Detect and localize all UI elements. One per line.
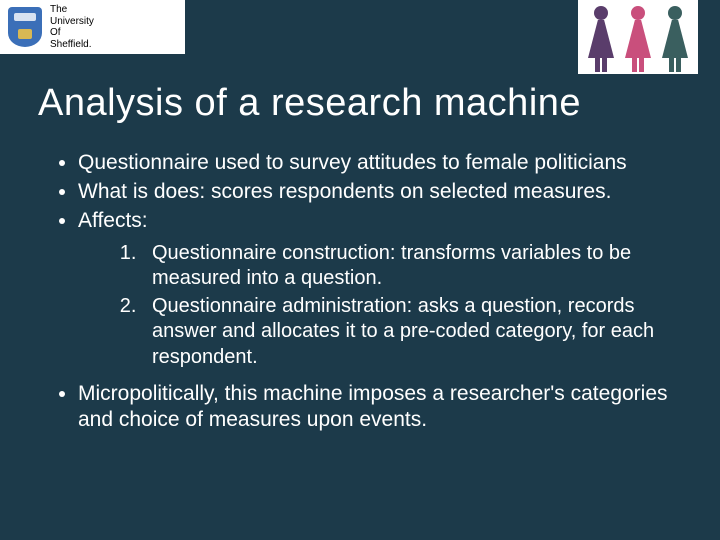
crest-icon bbox=[8, 7, 42, 47]
bullet-list-2: Micropolitically, this machine imposes a… bbox=[50, 381, 680, 435]
figure-icon bbox=[621, 4, 656, 72]
university-logo: The University Of Sheffield. bbox=[0, 0, 185, 54]
bullet-item: What is does: scores respondents on sele… bbox=[78, 179, 680, 206]
numbered-item: Questionnaire construction: transforms v… bbox=[142, 241, 680, 292]
logo-line-3: Of bbox=[50, 27, 94, 39]
logo-line-4: Sheffield. bbox=[50, 39, 94, 51]
figure-icon bbox=[658, 4, 693, 72]
bullet-item: Micropolitically, this machine imposes a… bbox=[78, 381, 680, 435]
bullet-item: Questionnaire used to survey attitudes t… bbox=[78, 150, 680, 177]
slide-content: Questionnaire used to survey attitudes t… bbox=[50, 150, 680, 436]
figure-icon bbox=[584, 4, 619, 72]
slide-title: Analysis of a research machine bbox=[38, 82, 581, 125]
bullet-list: Questionnaire used to survey attitudes t… bbox=[50, 150, 680, 235]
logo-line-2: University bbox=[50, 16, 94, 28]
numbered-list: Questionnaire construction: transforms v… bbox=[84, 241, 680, 371]
people-graphic bbox=[578, 0, 698, 74]
bullet-item: Affects: bbox=[78, 208, 680, 235]
numbered-item: Questionnaire administration: asks a que… bbox=[142, 294, 680, 371]
logo-line-1: The bbox=[50, 4, 94, 16]
logo-text: The University Of Sheffield. bbox=[50, 4, 94, 50]
header-bar: The University Of Sheffield. bbox=[0, 0, 720, 60]
